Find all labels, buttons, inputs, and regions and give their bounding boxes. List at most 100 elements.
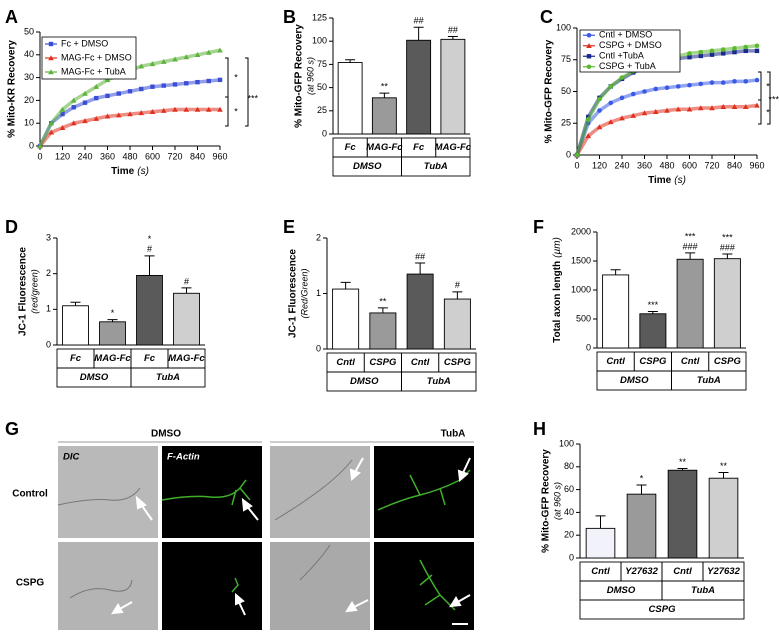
y-tick-label: 50 — [561, 86, 571, 96]
bar — [62, 305, 89, 346]
bar — [708, 477, 739, 559]
data-point — [127, 111, 133, 117]
supergroup-label: CSPG — [649, 604, 677, 615]
data-point — [161, 83, 166, 88]
category-label: Cntl — [673, 566, 692, 577]
data-point — [687, 51, 692, 56]
legend-marker — [48, 41, 54, 47]
significance-bracket — [245, 57, 249, 127]
significance-label: ## — [448, 25, 458, 35]
category-label: Cntl — [336, 357, 355, 368]
y-tick-label: 0 — [29, 140, 34, 150]
data-point — [172, 106, 178, 112]
column-label: TubA — [441, 429, 466, 440]
error-bar — [340, 281, 351, 290]
data-point — [608, 100, 614, 106]
data-point — [642, 89, 647, 94]
y-tick-label: 30 — [24, 72, 34, 82]
significance-bracket — [758, 71, 762, 101]
x-axis-label-unit: (s) — [137, 166, 149, 177]
bar — [585, 527, 616, 559]
series-line — [575, 103, 758, 156]
legend-marker — [586, 64, 592, 70]
category-label: MAG-Fc — [94, 353, 131, 364]
category-label: Fc — [144, 353, 156, 364]
error-bar — [452, 291, 463, 300]
legend-box — [41, 36, 137, 80]
category-label: MAG-Fc — [435, 142, 472, 153]
data-point — [731, 103, 738, 109]
channel-label: DIC — [63, 452, 80, 463]
data-point — [698, 53, 703, 59]
data-point — [720, 80, 726, 85]
y-tick-label: 60 — [564, 484, 574, 494]
data-point — [585, 117, 591, 122]
y-tick-label: 2 — [46, 268, 51, 278]
y-tick-label: 20 — [564, 530, 574, 540]
actin-image — [162, 446, 262, 538]
y-axis-sublabel: (at 960 s) — [305, 57, 315, 95]
y-tick-label: 0 — [322, 128, 327, 138]
data-point — [183, 106, 190, 112]
error-bar — [377, 307, 388, 313]
bar — [337, 62, 363, 135]
significance-label: * — [234, 106, 238, 116]
y-tick-label: 100 — [556, 22, 571, 32]
y-tick-label: 40 — [564, 507, 574, 517]
error-bar — [413, 26, 424, 41]
data-point — [608, 84, 614, 89]
data-point — [721, 51, 726, 56]
row-label: Control — [12, 489, 48, 500]
bar — [371, 97, 397, 135]
significance-label: ** — [379, 296, 387, 306]
actin-image — [374, 542, 474, 630]
data-point — [184, 81, 189, 86]
error-bar — [718, 472, 729, 479]
significance-label: ** — [679, 457, 687, 467]
data-point — [138, 63, 145, 69]
category-label: CSPG — [444, 357, 472, 368]
data-point — [217, 77, 223, 83]
data-point — [60, 111, 65, 117]
data-point — [709, 52, 715, 57]
bar — [406, 273, 434, 350]
significance-label: * — [234, 72, 238, 82]
significance-label: *** — [247, 93, 258, 103]
x-tick-label: 600 — [682, 160, 697, 170]
significance-bracket — [758, 99, 762, 125]
bar — [332, 288, 360, 350]
panel-letter: G — [5, 419, 19, 439]
data-point — [619, 95, 625, 101]
category-label: Fc — [345, 142, 357, 153]
y-tick-label: 125 — [312, 12, 327, 22]
data-point — [698, 49, 704, 55]
data-point — [697, 105, 704, 111]
data-point — [37, 143, 43, 149]
data-point — [574, 152, 580, 158]
group-label: TubA — [691, 585, 715, 596]
x-tick-label: 960 — [212, 151, 227, 161]
y-tick-label: 1000 — [571, 284, 591, 294]
data-point — [597, 108, 602, 113]
data-point — [754, 43, 760, 49]
y-tick-label: 1 — [46, 304, 51, 314]
legend-marker — [586, 54, 592, 59]
category-label: Fc — [413, 142, 425, 153]
significance-label: *** — [722, 232, 733, 242]
data-point — [687, 55, 692, 60]
data-point — [585, 133, 592, 139]
significance-label: ** — [720, 461, 728, 471]
category-label: CSPG — [714, 356, 742, 367]
y-axis-sublabel: (red/green) — [29, 269, 39, 314]
panel-letter: A — [5, 7, 18, 27]
y-axis-label: JC-1 Fluorescence — [18, 247, 29, 336]
y-tick-label: 80 — [564, 461, 574, 471]
legend-label: Cntl + DMSO — [599, 30, 652, 40]
x-tick-label: 120 — [592, 160, 607, 170]
legend-label: CSPG + DMSO — [599, 40, 662, 50]
y-axis-sublabel: (Red/Green) — [299, 268, 309, 318]
y-tick-label: 40 — [24, 49, 34, 59]
error-bar — [685, 252, 696, 260]
y-tick-label: 2 — [316, 232, 321, 242]
data-point — [619, 75, 625, 80]
